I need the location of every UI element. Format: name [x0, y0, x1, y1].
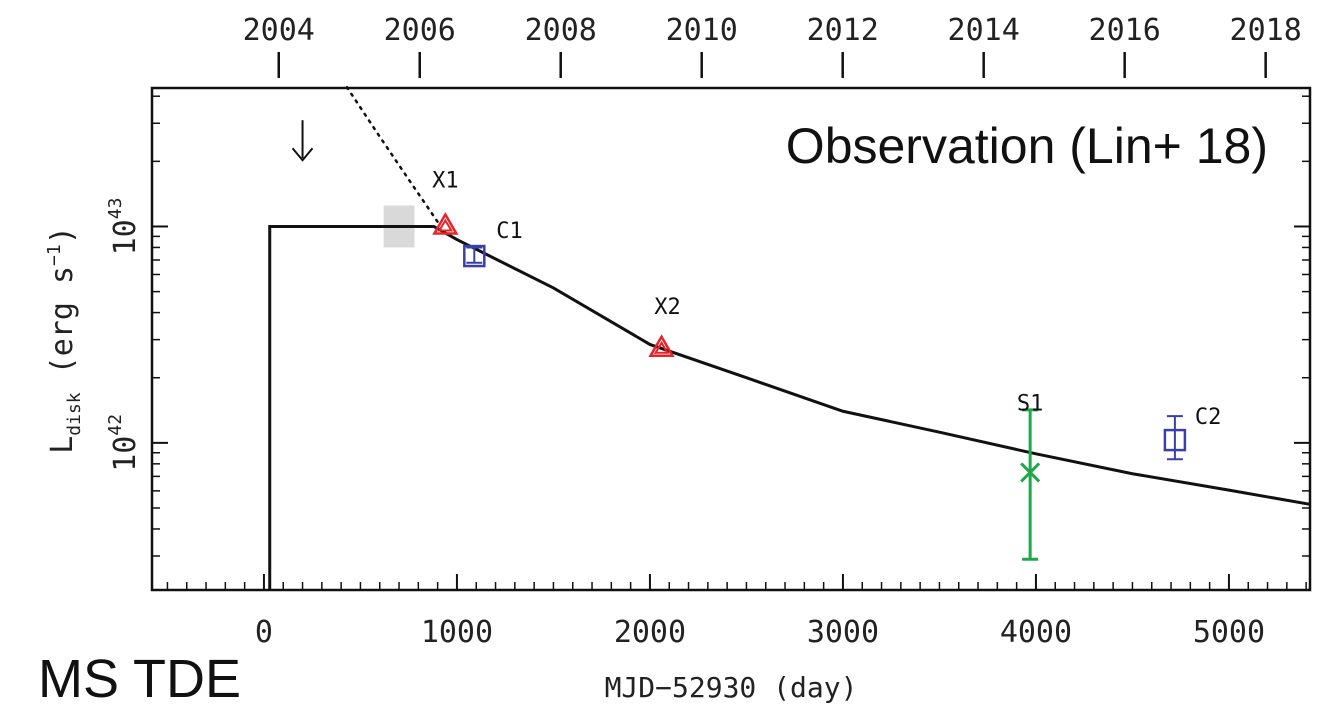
- square-marker: [463, 244, 486, 268]
- extrapolation-dotted-curve: [345, 86, 439, 224]
- y-tick-label: 1042: [105, 414, 143, 472]
- x-tick-labels: 0 1000 2000 3000 4000 5000: [255, 615, 1265, 650]
- triangle-marker: [648, 334, 675, 358]
- upper-limit-head: [291, 147, 314, 162]
- svg-text:Ldisk (erg s−1): Ldisk (erg s−1): [44, 226, 85, 454]
- y-tick-label-text: 1042: [105, 414, 143, 472]
- y-label-close: ): [45, 226, 80, 244]
- top-axis-label: 2008: [525, 13, 597, 48]
- triangle-marker-inner: [437, 218, 454, 232]
- point-x2: X2: [648, 295, 681, 358]
- annotation-label: Observation (Lin+ 18): [786, 118, 1268, 174]
- model-curve: [268, 224, 1311, 590]
- top-axis-label: 2014: [948, 13, 1020, 48]
- square-marker: [1163, 428, 1187, 452]
- y-axis-label: Ldisk (erg s−1): [44, 226, 85, 454]
- x-tick-label: 0: [255, 615, 273, 650]
- top-axis-label: 2010: [666, 13, 738, 48]
- upper-limit-arrow: [291, 120, 314, 162]
- y-tick-label: 1043: [105, 198, 143, 256]
- x-tick-label: 2000: [614, 615, 686, 650]
- x-tick-label: 4000: [1000, 615, 1072, 650]
- x-tick-label: 3000: [807, 615, 879, 650]
- point-s1: S1: [1017, 391, 1044, 561]
- y-label-exp: −1: [44, 244, 65, 266]
- top-axis-label: 2012: [807, 13, 879, 48]
- point-x1: X1: [432, 169, 459, 235]
- top-axis-label: 2004: [243, 13, 315, 48]
- y-tick-labels: 1042 1043: [105, 198, 143, 472]
- y-label-rest: (erg s: [45, 266, 80, 392]
- top-axis-label: 2016: [1089, 13, 1161, 48]
- y-label-sub: disk: [64, 392, 85, 436]
- y-label-main: L: [45, 436, 80, 454]
- data-points: X1 C1 X2 S1 C2: [432, 169, 1222, 561]
- top-axis-label: 2006: [384, 13, 456, 48]
- corner-label: MS TDE: [38, 649, 241, 708]
- triangle-marker: [432, 212, 459, 235]
- y-tick-label-text: 1043: [105, 198, 143, 256]
- x-tick-label: 1000: [421, 615, 493, 650]
- cross-marker-b: [1020, 462, 1041, 483]
- top-year-axis: 2004 2006 2008 2010 2012 2014 2016 2018: [243, 13, 1302, 78]
- top-axis-label: 2018: [1230, 13, 1302, 48]
- triangle-marker-inner: [653, 340, 670, 354]
- x-axis-label: MJD−52930 (day): [605, 671, 858, 704]
- point-c2: C2: [1163, 405, 1222, 461]
- point-label: C1: [496, 219, 523, 244]
- point-label: X1: [432, 169, 459, 194]
- point-label: S1: [1017, 391, 1044, 416]
- point-c1: C1: [463, 219, 523, 268]
- minor-ticks: [152, 95, 1310, 590]
- x-tick-label: 5000: [1193, 615, 1265, 650]
- point-label: C2: [1195, 405, 1222, 430]
- point-label: X2: [654, 295, 681, 320]
- major-ticks: [152, 225, 1310, 590]
